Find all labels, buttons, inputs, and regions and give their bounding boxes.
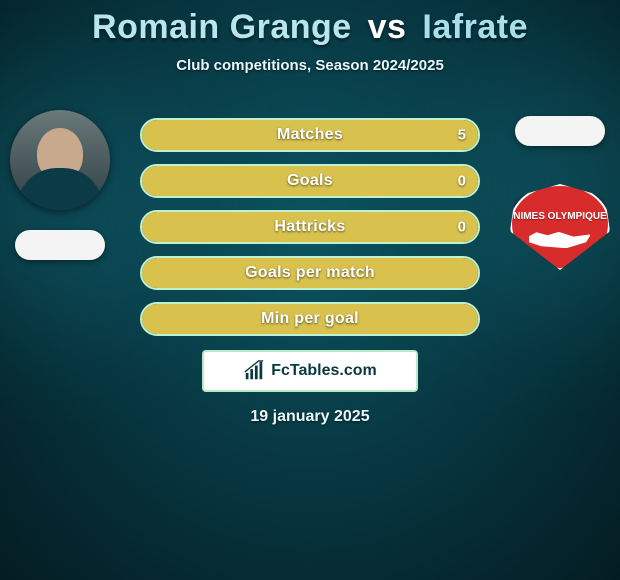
bar-value-right: 5 bbox=[458, 127, 466, 144]
crest-shield-icon: NIMES OLYMPIQUE bbox=[510, 184, 610, 270]
title-player2: Iafrate bbox=[422, 8, 528, 46]
stat-bar: Goals 0 bbox=[140, 164, 480, 198]
player1-club-badge bbox=[15, 230, 105, 260]
stat-bar: Hattricks 0 bbox=[140, 210, 480, 244]
brand-label: FcTables.com bbox=[271, 362, 377, 380]
bar-value-right: 0 bbox=[458, 173, 466, 190]
player2-club-badge bbox=[515, 116, 605, 146]
right-player-column: NIMES OLYMPIQUE bbox=[500, 110, 620, 270]
bar-label: Goals per match bbox=[245, 264, 375, 282]
player1-avatar bbox=[10, 110, 110, 210]
bar-label: Hattricks bbox=[274, 218, 345, 236]
title-vs: vs bbox=[368, 8, 407, 46]
left-player-column bbox=[0, 110, 120, 260]
subtitle: Club competitions, Season 2024/2025 bbox=[0, 57, 620, 74]
crocodile-icon bbox=[529, 228, 591, 248]
page-title: Romain Grange vs Iafrate bbox=[0, 0, 620, 47]
comparison-bars: Matches 5 Goals 0 Hattricks 0 Goals per match M… bbox=[140, 118, 480, 348]
brand-badge: FcTables.com bbox=[202, 350, 418, 392]
stat-bar: Matches 5 bbox=[140, 118, 480, 152]
comparison-card: Romain Grange vs Iafrate Club competitio… bbox=[0, 0, 620, 580]
date-label: 19 january 2025 bbox=[250, 408, 369, 426]
stat-bar: Min per goal bbox=[140, 302, 480, 336]
stat-bar: Goals per match bbox=[140, 256, 480, 290]
player2-club-crest: NIMES OLYMPIQUE bbox=[510, 184, 610, 270]
bar-value-right: 0 bbox=[458, 219, 466, 236]
bar-label: Matches bbox=[277, 126, 343, 144]
bar-label: Min per goal bbox=[261, 310, 359, 328]
title-player1: Romain Grange bbox=[92, 8, 352, 46]
bar-label: Goals bbox=[287, 172, 333, 190]
bar-chart-icon bbox=[243, 360, 265, 382]
crest-text: NIMES OLYMPIQUE bbox=[513, 206, 607, 223]
